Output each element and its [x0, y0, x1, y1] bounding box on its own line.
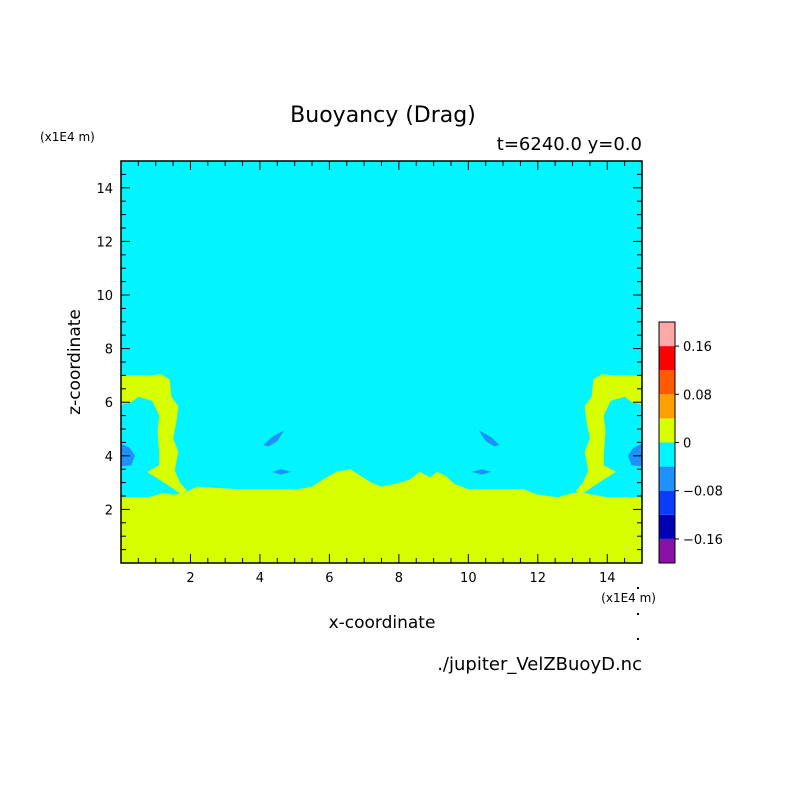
x-tick-label: 6: [325, 571, 333, 586]
x-tick-label: 14: [599, 571, 616, 586]
colorbar-band: [659, 466, 675, 491]
stray-marks: [637, 587, 639, 640]
colorbar: 0.16 0.08 0 −0.08 −0.16: [658, 321, 723, 564]
y-tick-label: 12: [96, 235, 113, 250]
colorbar-band: [659, 322, 675, 347]
x-tick-label: 10: [460, 571, 477, 586]
x-tick-label: 4: [256, 571, 264, 586]
y-tick-label: 14: [96, 182, 113, 197]
colorbar-band: [659, 442, 675, 467]
colorbar-label: 0.16: [683, 340, 712, 355]
x-axis-label: x-coordinate: [329, 613, 436, 633]
lower-positive-layer: [121, 469, 642, 563]
x-tick-label: 8: [395, 571, 403, 586]
left-negative-blip: [272, 469, 292, 475]
left-negative-streak: [263, 430, 285, 447]
colorbar-band: [659, 490, 675, 515]
chart-title: Buoyancy (Drag): [290, 103, 476, 128]
colorbar-band: [659, 346, 675, 371]
left-positive-column: [121, 374, 187, 495]
colorbar-band: [659, 394, 675, 419]
axis-ticks: 2 4 6 8 10 12 14 2 4 6 8 10 12 14: [96, 161, 642, 586]
colorbar-band: [659, 418, 675, 443]
colorbar-label: −0.16: [683, 533, 723, 548]
y-tick-label: 10: [96, 289, 113, 304]
source-filename: ./jupiter_VelZBuoyD.nc: [437, 654, 642, 675]
colorbar-label: −0.08: [683, 485, 723, 500]
y-tick-label: 4: [105, 450, 113, 465]
x-tick-label: 2: [186, 571, 194, 586]
right-positive-column: [576, 374, 642, 495]
contour-plot-area: [120, 160, 643, 564]
right-negative-streak: [478, 430, 500, 447]
y-tick-label: 2: [105, 503, 113, 518]
y-axis-label: z-coordinate: [65, 309, 85, 415]
right-negative-blip: [471, 469, 491, 475]
chart-subtitle: t=6240.0 y=0.0: [497, 134, 642, 155]
colorbar-band: [659, 514, 675, 539]
stray-dot: [637, 613, 639, 615]
colorbar-label: 0: [683, 437, 691, 452]
y-axis-unit: (x1E4 m): [40, 130, 95, 144]
x-axis-unit: (x1E4 m): [601, 591, 656, 605]
left-negative-lobe: [121, 443, 135, 467]
stray-dot: [637, 638, 639, 640]
stray-dot: [637, 587, 639, 589]
colorbar-label: 0.08: [683, 388, 712, 403]
right-negative-lobe: [628, 443, 642, 467]
x-tick-label: 12: [530, 571, 547, 586]
y-tick-label: 8: [105, 343, 113, 358]
y-tick-label: 6: [105, 396, 113, 411]
colorbar-band: [659, 370, 675, 395]
colorbar-band: [659, 538, 675, 563]
